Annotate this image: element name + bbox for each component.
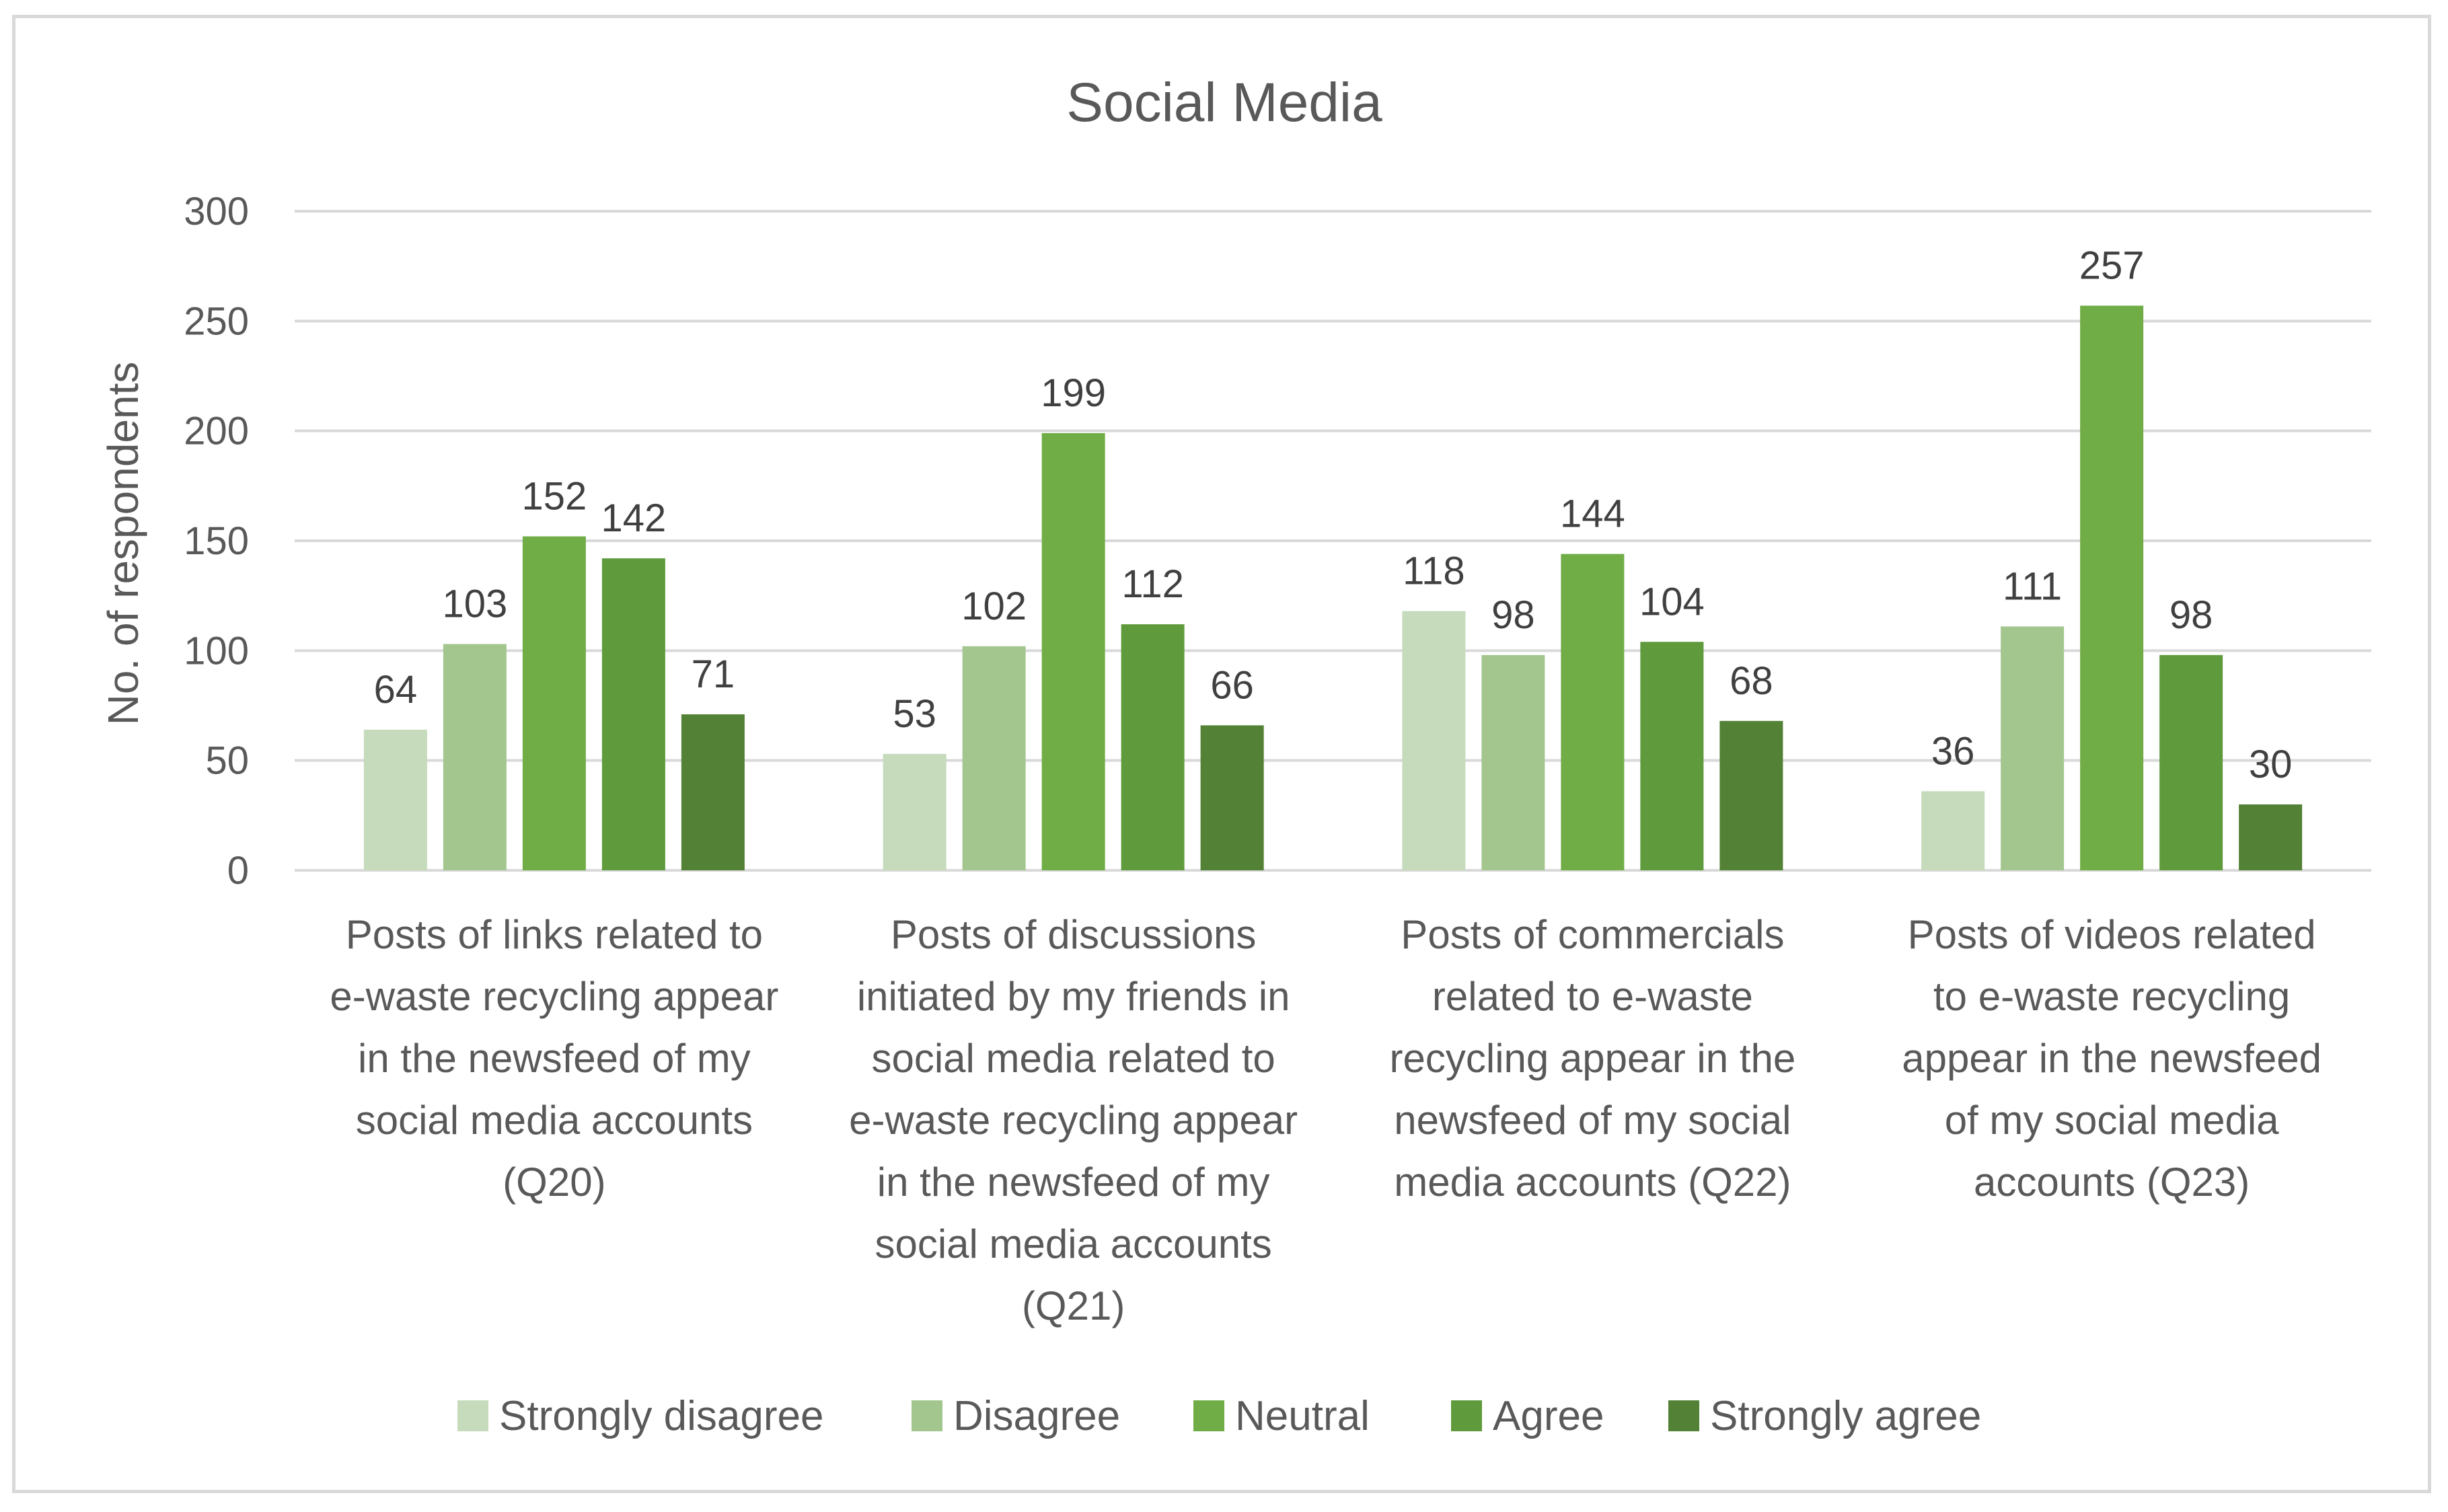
category-label-line: newsfeed of my social: [1394, 1098, 1791, 1143]
data-label: 36: [1931, 729, 1975, 773]
category-label-line: in the newsfeed of my: [358, 1036, 751, 1081]
chart-title: Social Media: [1066, 72, 1382, 133]
bar-agree-q22: [1640, 642, 1704, 870]
data-label: 102: [961, 584, 1027, 628]
bar-neutral-q23: [2080, 305, 2144, 870]
category-label-q21: Posts of discussions initiated by my frie…: [849, 912, 1298, 1328]
data-label: 142: [601, 496, 666, 540]
data-label: 68: [1730, 659, 1773, 703]
data-label: 98: [2169, 593, 2213, 637]
legend-label: Strongly disagree: [499, 1393, 824, 1439]
bar-agree-q20: [601, 558, 665, 870]
legend-label: Disagree: [953, 1393, 1120, 1439]
category-label-line: social media accounts: [875, 1221, 1271, 1267]
bar-strongly-agree-q20: [681, 714, 745, 870]
data-label: 111: [2003, 564, 2062, 608]
category-label-line: Posts of videos related: [1908, 912, 2316, 957]
legend-swatch-strongly-disagree: [457, 1400, 488, 1431]
legend-label: Neutral: [1235, 1393, 1370, 1439]
bar-strongly-disagree-q20: [363, 729, 427, 870]
data-label: 71: [692, 652, 735, 696]
bar-strongly-disagree-q22: [1402, 611, 1466, 870]
bar-strongly-agree-q23: [2239, 804, 2303, 870]
category-label-line: initiated by my friends in: [857, 974, 1290, 1019]
bar-neutral-q22: [1561, 554, 1625, 870]
bars: [363, 305, 2303, 870]
category-label-line: in the newsfeed of my: [877, 1160, 1270, 1205]
data-label: 199: [1041, 371, 1106, 415]
category-label-q20: Posts of links related to e-waste recycli…: [330, 912, 778, 1205]
bar-agree-q21: [1121, 624, 1185, 870]
data-label: 66: [1210, 663, 1254, 707]
y-tick-label: 200: [184, 410, 249, 453]
bar-strongly-disagree-q21: [883, 753, 947, 870]
y-axis-ticks: 0 50 100 150 200 250 300: [184, 190, 249, 893]
legend: Strongly disagree Disagree Neutral Agree Str…: [457, 1393, 1981, 1439]
data-label: 30: [2249, 743, 2293, 786]
data-label: 152: [521, 474, 587, 518]
legend-swatch-strongly-agree: [1668, 1400, 1699, 1431]
data-label: 64: [374, 668, 418, 712]
bar-disagree-q21: [962, 646, 1026, 870]
bar-strongly-agree-q22: [1719, 720, 1783, 870]
data-label: 257: [2079, 243, 2145, 287]
category-label-line: (Q21): [1022, 1283, 1125, 1328]
category-label-line: (Q20): [503, 1160, 605, 1205]
legend-label: Strongly agree: [1710, 1393, 1981, 1439]
y-tick-label: 250: [184, 299, 249, 343]
category-label-line: e-waste recycling appear: [849, 1098, 1298, 1143]
bar-strongly-disagree-q23: [1921, 791, 1985, 870]
bar-strongly-agree-q21: [1200, 725, 1264, 870]
category-label-line: accounts (Q23): [1974, 1160, 2250, 1205]
data-label: 98: [1491, 593, 1535, 637]
bar-agree-q23: [2159, 654, 2223, 870]
data-labels: 64 103 152 142 71 53 102 199 112 66 118 98 144 104 68 3…: [374, 243, 2293, 786]
category-label-line: to e-waste recycling: [1933, 974, 2290, 1019]
legend-swatch-agree: [1451, 1400, 1482, 1431]
y-tick-label: 100: [184, 629, 249, 673]
category-label-q23: Posts of videos related to e-waste recycl…: [1902, 912, 2322, 1205]
data-label: 118: [1403, 550, 1464, 593]
y-tick-label: 50: [205, 739, 249, 783]
data-label: 53: [893, 692, 936, 736]
y-tick-label: 150: [184, 519, 249, 563]
bar-disagree-q20: [443, 644, 507, 870]
data-label: 112: [1121, 562, 1183, 606]
category-label-line: of my social media: [1945, 1098, 2279, 1143]
category-label-line: appear in the newsfeed: [1902, 1036, 2322, 1081]
bar-neutral-q21: [1041, 432, 1105, 870]
category-labels: Posts of links related to e-waste recycli…: [330, 912, 2322, 1328]
category-label-q22: Posts of commercials related to e-waste re…: [1390, 912, 1796, 1205]
category-label-line: media accounts (Q22): [1394, 1160, 1791, 1205]
data-label: 103: [442, 582, 507, 626]
category-label-line: Posts of commercials: [1401, 912, 1784, 957]
y-tick-label: 300: [184, 190, 249, 233]
legend-swatch-neutral: [1193, 1400, 1224, 1431]
bar-disagree-q22: [1481, 654, 1545, 870]
category-label-line: social media accounts: [356, 1098, 753, 1143]
bar-neutral-q20: [522, 536, 586, 870]
bar-disagree-q23: [2001, 626, 2065, 870]
category-label-line: Posts of discussions: [891, 912, 1257, 957]
y-axis-label: No. of respondents: [99, 362, 147, 726]
category-label-line: social media related to: [871, 1036, 1275, 1081]
category-label-line: e-waste recycling appear: [330, 974, 778, 1019]
legend-label: Agree: [1493, 1393, 1604, 1439]
category-label-line: Posts of links related to: [346, 912, 763, 957]
data-label: 144: [1560, 492, 1625, 536]
legend-swatch-disagree: [912, 1400, 942, 1431]
category-label-line: related to e-waste: [1432, 974, 1753, 1019]
category-label-line: recycling appear in the: [1390, 1036, 1796, 1081]
data-label: 104: [1639, 580, 1705, 623]
y-tick-label: 0: [227, 849, 249, 893]
